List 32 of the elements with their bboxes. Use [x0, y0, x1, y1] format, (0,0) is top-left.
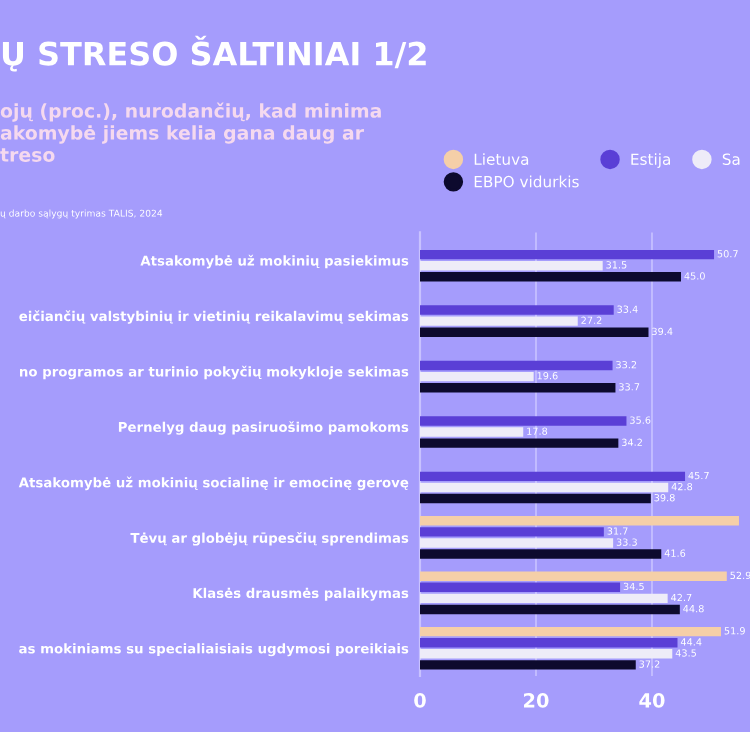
bar	[420, 471, 686, 482]
chart-title: Ų STRESO ŠALTINIAI 1/2	[2, 35, 426, 72]
bar	[420, 538, 614, 548]
bar	[420, 305, 614, 315]
x-tick-label: 20	[524, 693, 549, 708]
bar	[420, 493, 651, 504]
bar	[420, 360, 613, 371]
bar	[420, 582, 621, 592]
bar	[420, 660, 636, 670]
bar	[420, 626, 721, 637]
bar	[420, 649, 673, 659]
bar	[420, 416, 627, 426]
bar	[420, 316, 578, 326]
bar	[420, 382, 616, 393]
bar	[420, 604, 680, 615]
bar	[420, 249, 715, 260]
bar	[420, 427, 524, 437]
bar	[420, 482, 669, 493]
bar	[420, 593, 668, 604]
bar	[420, 571, 727, 581]
bar	[420, 327, 649, 337]
text: ojų (proc.), nurodančių, kad minima akomybė jiems kelia gana daug ar treso	[0, 102, 381, 162]
bar	[420, 261, 603, 271]
x-tick-label: 40	[639, 693, 665, 708]
bar	[420, 438, 619, 448]
bar	[420, 638, 678, 648]
bar	[420, 371, 534, 382]
x-tick-label: 0	[414, 693, 426, 708]
bar	[420, 527, 604, 537]
bar	[420, 272, 681, 282]
bar	[420, 549, 662, 559]
bar	[420, 516, 739, 526]
